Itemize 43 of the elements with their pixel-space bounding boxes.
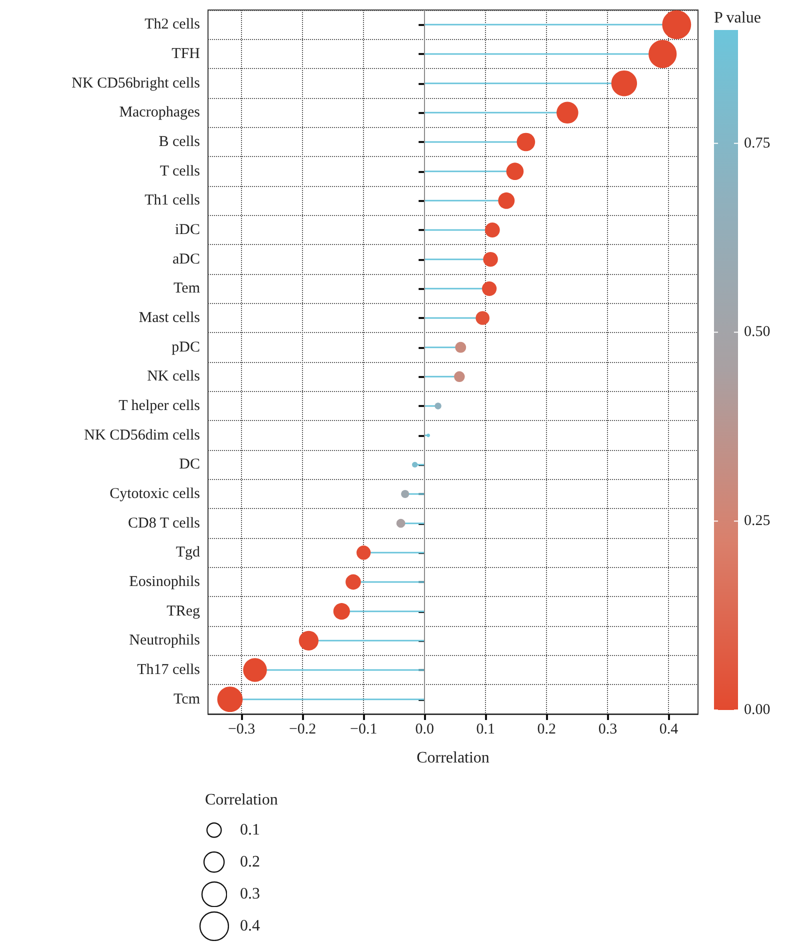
x-tick-label: −0.1 [350, 722, 378, 738]
y-tick-label: NK CD56bright cells [72, 75, 200, 92]
y-tick-label: Tcm [174, 691, 200, 708]
color-bar-label: 0.00 [744, 702, 770, 718]
y-tick-label: Eosinophils [129, 574, 200, 590]
y-tick-label: Macrophages [119, 104, 200, 121]
color-bar-label: 0.75 [744, 135, 770, 152]
y-tick-label: TReg [166, 603, 200, 620]
y-tick-label: Mast cells [138, 310, 200, 326]
y-tick-label: NK CD56dim cells [84, 427, 200, 444]
color-bar-label: 0.50 [744, 324, 770, 340]
y-tick-label: Neutrophils [129, 632, 200, 649]
y-tick-label: DC [179, 456, 200, 473]
color-bar-title: P value [714, 10, 761, 26]
y-tick-label: CD8 T cells [128, 515, 200, 532]
x-tick-label: 0.1 [476, 722, 496, 738]
y-tick-label: aDC [172, 251, 200, 268]
color-bar-label: 0.25 [744, 513, 770, 530]
legend-label: 0.1 [240, 822, 260, 838]
x-tick-label: 0.0 [415, 722, 434, 738]
y-tick-label: NK cells [147, 368, 200, 385]
legend-label: 0.3 [240, 886, 260, 902]
x-tick-label: −0.2 [288, 722, 316, 738]
legend-title: Correlation [205, 792, 278, 808]
x-axis-title: Correlation [416, 750, 490, 766]
y-tick-label: T helper cells [118, 398, 200, 414]
y-tick-label: iDC [174, 222, 200, 238]
y-tick-label: pDC [172, 339, 200, 356]
y-tick-label: Th2 cells [144, 16, 200, 33]
y-tick-label: T cells [160, 163, 200, 180]
x-tick-label: 0.3 [598, 722, 618, 738]
y-tick-label: B cells [158, 134, 200, 150]
y-tick-label: TFH [172, 46, 200, 62]
y-tick-label: Tem [174, 280, 200, 297]
legend-label: 0.2 [240, 854, 260, 870]
y-tick-label: Th17 cells [137, 662, 200, 678]
y-tick-label: Cytotoxic cells [110, 486, 200, 502]
x-tick-label: 0.2 [537, 722, 556, 738]
x-tick-label: −0.3 [228, 722, 256, 738]
x-tick-label: 0.4 [659, 722, 679, 738]
y-tick-label: Tgd [176, 544, 200, 561]
legend-label: 0.4 [240, 918, 260, 934]
y-tick-label: Th1 cells [144, 192, 200, 209]
